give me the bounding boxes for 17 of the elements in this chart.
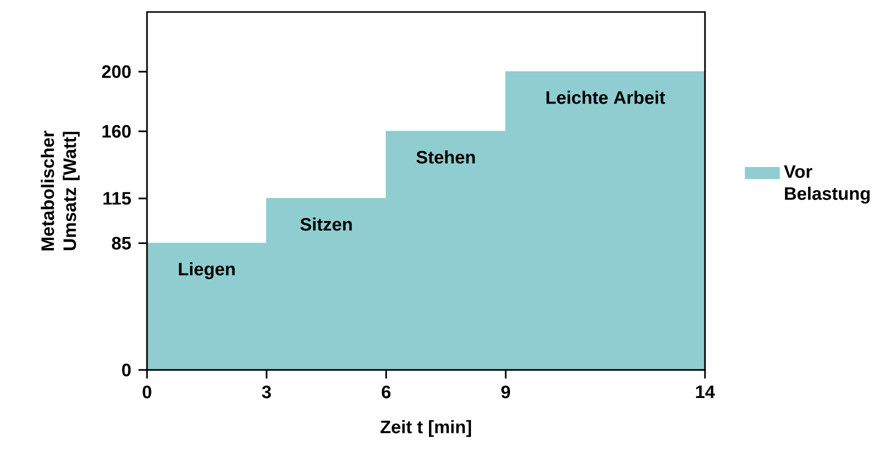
x-tick-label: 3 [262,386,271,398]
annotation: Stehen [416,150,475,164]
annotation: Sitzen [300,218,352,231]
annotation: Liegen [178,262,235,280]
x-axis-title: Zeit t [min] [380,420,471,437]
x-tick-label: 0 [142,386,152,398]
legend-label: Vor Belastung [784,165,870,204]
x-tick-label: 14 [696,386,715,398]
y-tick-label: 0 [122,364,131,376]
y-tick-label: 85 [112,236,131,250]
y-axis-title: Metabolischer Umsatz [Watt] [40,130,80,250]
y-tick-label: 200 [102,65,131,78]
x-tick-label: 6 [382,386,390,398]
annotation: Leichte Arbeit [546,90,666,104]
x-tick-label: 9 [501,386,510,398]
y-tick-label: 115 [103,192,131,205]
y-tick-label: 160 [102,124,131,138]
